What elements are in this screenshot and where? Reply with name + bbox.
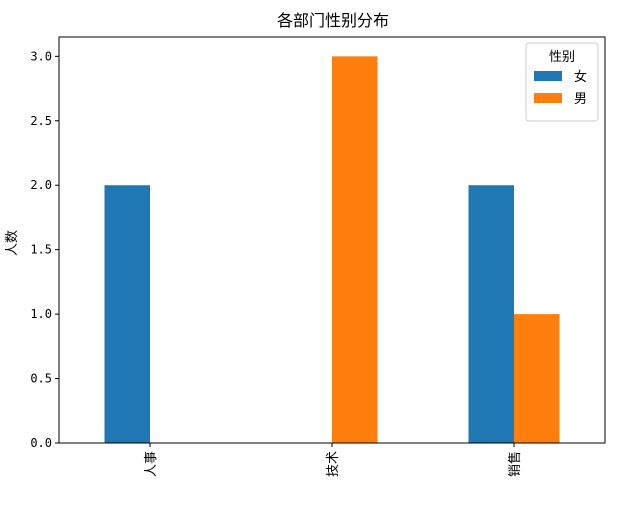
y-axis-label: 人数: [5, 230, 20, 256]
y-axis: 0.0 0.5 1.0 1.5 2.0 2.5 3.0: [30, 49, 59, 450]
bar-销售-男: [514, 314, 560, 443]
x-tick-label: 技术: [326, 451, 341, 477]
legend-swatch: [534, 93, 562, 103]
y-tick-label: 0.0: [30, 436, 52, 450]
legend-label: 女: [574, 69, 587, 85]
chart-title: 各部门性别分布: [277, 11, 389, 30]
y-tick-label: 0.5: [30, 372, 52, 386]
bar-技术-男: [332, 56, 378, 443]
x-tick-label: 销售: [507, 451, 523, 477]
y-tick-label: 2.5: [30, 114, 52, 128]
legend-title: 性别: [549, 50, 575, 65]
y-tick-label: 1.0: [30, 307, 52, 321]
legend-swatch: [534, 71, 562, 81]
bars-group: [104, 56, 560, 443]
legend-label: 男: [574, 92, 587, 107]
y-tick-label: 3.0: [30, 49, 52, 63]
x-tick-label: 人事: [144, 451, 159, 477]
x-axis: 人事 技术 销售: [144, 443, 523, 477]
bar-销售-女: [468, 185, 514, 443]
y-tick-label: 1.5: [30, 243, 52, 257]
bar-人事-女: [104, 185, 150, 443]
y-tick-label: 2.0: [30, 178, 52, 192]
